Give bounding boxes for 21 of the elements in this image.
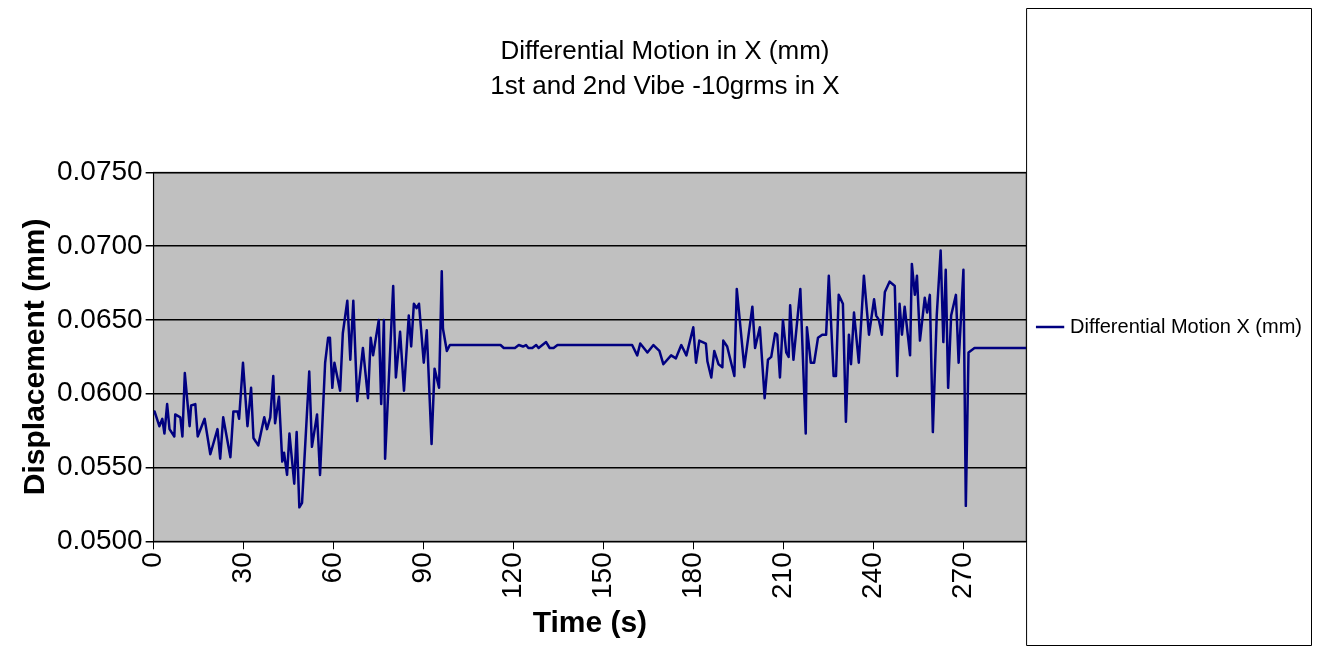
x-tick-label: 270: [945, 552, 977, 599]
x-axis-title: Time (s): [532, 605, 648, 639]
x-tick-label: 90: [406, 552, 438, 584]
x-tick-label: 0: [136, 552, 168, 568]
y-tick-label: 0.0600: [57, 376, 143, 408]
chart-subtitle: 1st and 2nd Vibe -10grms in X: [490, 69, 840, 100]
y-axis-title: Displacement (mm): [17, 218, 51, 496]
legend-label: Differential Motion X (mm): [1070, 314, 1303, 337]
y-tick-label: 0.0550: [57, 450, 143, 482]
y-tick-label: 0.0700: [57, 228, 143, 260]
x-tick-label: 210: [765, 552, 797, 599]
x-tick-label: 120: [496, 552, 528, 599]
x-tick-label: 60: [316, 552, 348, 584]
y-tick-label: 0.0650: [57, 302, 143, 334]
y-tick-label: 0.0750: [57, 155, 143, 187]
x-tick-label: 180: [676, 552, 708, 599]
x-tick-label: 240: [855, 552, 887, 599]
x-tick-label: 150: [586, 552, 618, 599]
x-tick-label: 30: [226, 552, 258, 584]
chart-title: Differential Motion in X (mm): [500, 34, 830, 65]
y-tick-label: 0.0500: [57, 524, 143, 555]
